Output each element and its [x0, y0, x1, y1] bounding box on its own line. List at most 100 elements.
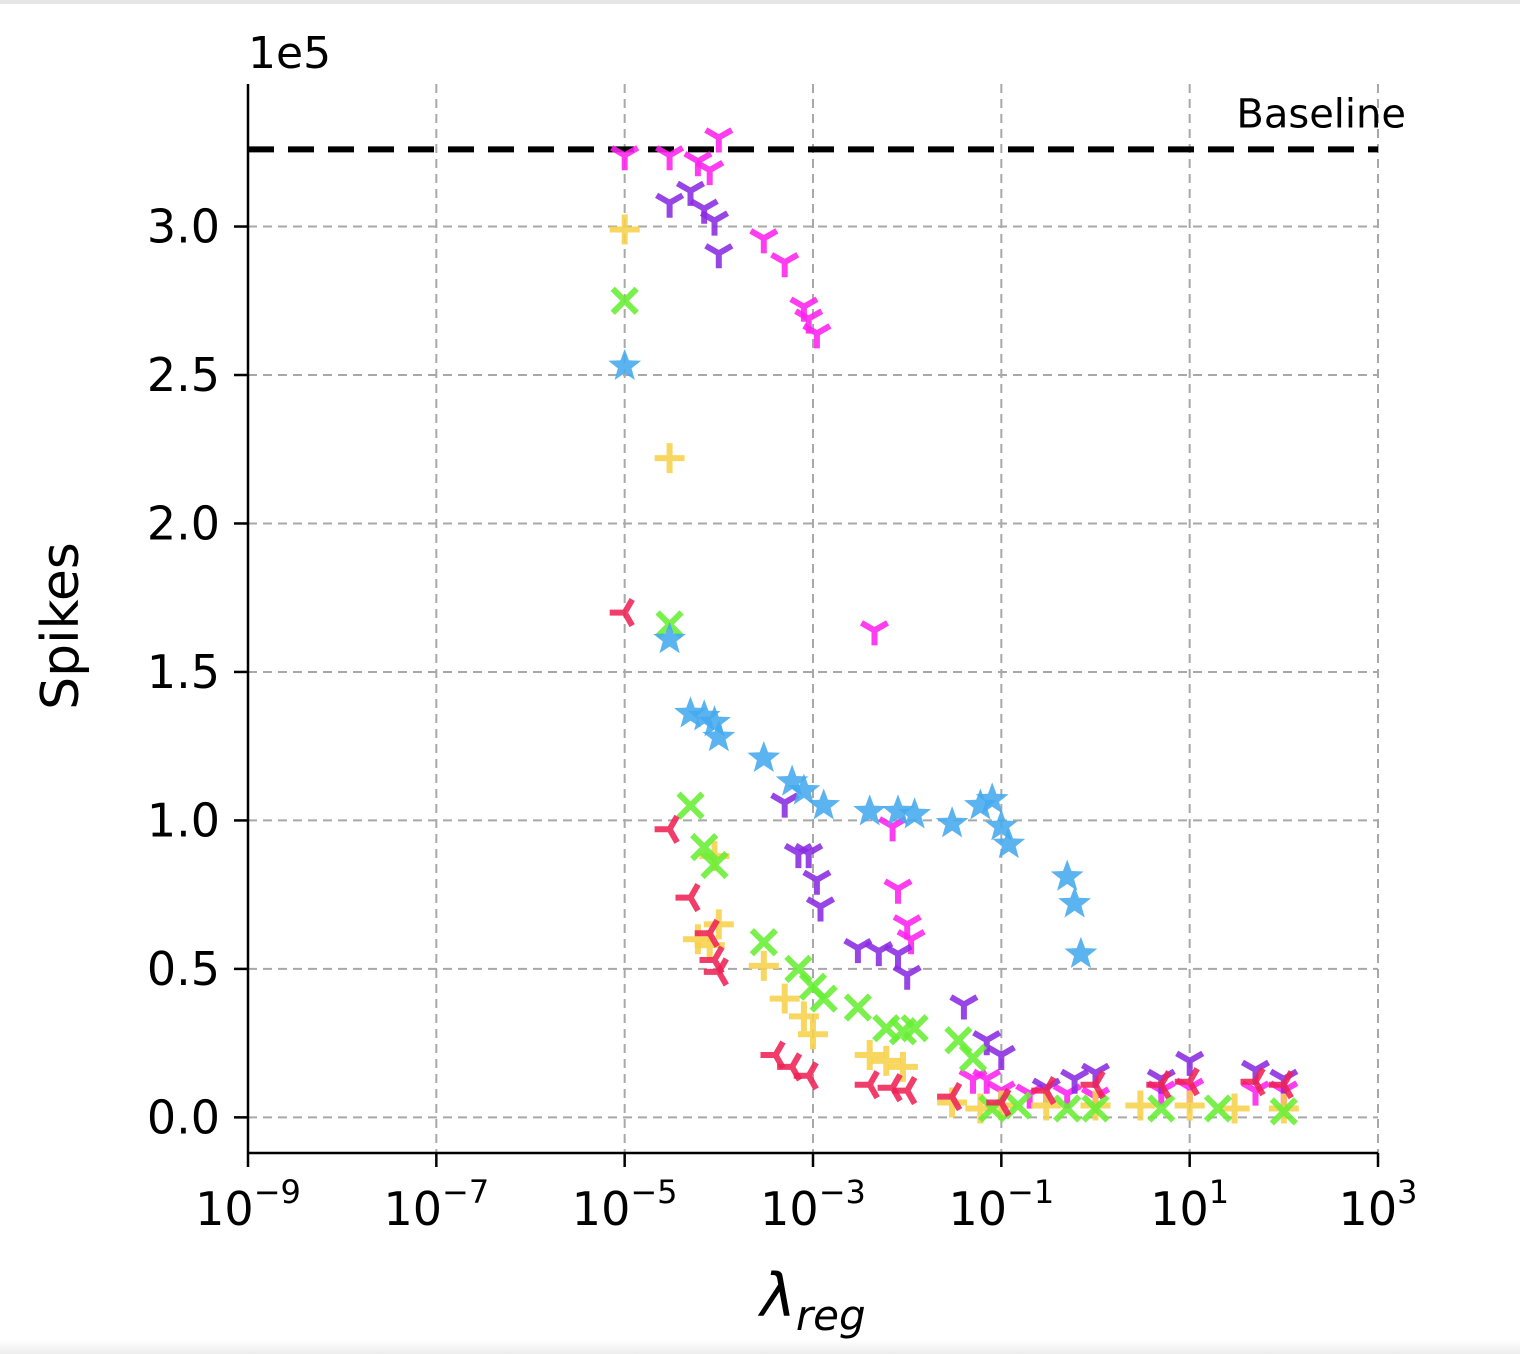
data-point	[1175, 1050, 1205, 1076]
data-point	[698, 705, 731, 737]
data-point	[1081, 1094, 1110, 1123]
data-point	[704, 127, 734, 153]
data-point	[1031, 1076, 1057, 1106]
data-point	[883, 878, 913, 904]
data-point	[700, 850, 729, 880]
y-tick-label: 0.5	[147, 942, 220, 996]
data-point	[1050, 859, 1084, 891]
x-tick-label: 103	[1339, 1173, 1418, 1236]
data-point	[1060, 1068, 1090, 1094]
baseline-label: Baseline	[1236, 91, 1406, 137]
y-tick-label: 2.5	[147, 348, 220, 402]
data-point	[687, 699, 721, 731]
data-point	[1203, 1094, 1233, 1123]
data-point	[809, 984, 838, 1013]
data-point	[843, 937, 873, 964]
data-point	[859, 620, 890, 646]
x-tick-label: 10−5	[572, 1173, 678, 1236]
data-point	[1174, 1067, 1200, 1097]
data-point	[975, 782, 1009, 814]
data-point	[770, 792, 800, 818]
data-point	[770, 252, 800, 278]
data-point	[881, 794, 915, 826]
data-point	[1268, 1070, 1294, 1100]
baseline: Baseline	[248, 91, 1406, 153]
y-tick-label: 1.0	[147, 793, 220, 847]
y-tick-label: 1.5	[147, 645, 220, 699]
data-point	[1080, 1070, 1106, 1100]
data-point	[802, 323, 832, 349]
data-point	[883, 943, 913, 969]
data-point	[610, 286, 639, 315]
x-axis-label-symbol: λ	[757, 1261, 796, 1331]
data-point	[676, 791, 705, 820]
data-point	[1174, 1090, 1205, 1121]
data-point	[900, 1014, 929, 1043]
data-point	[695, 159, 725, 186]
data-point	[887, 1051, 918, 1082]
data-point	[1146, 1070, 1172, 1100]
series-plus	[609, 214, 1299, 1124]
data-point	[654, 814, 680, 844]
y-axis-label: Spikes	[31, 542, 91, 710]
data-point	[704, 243, 734, 269]
y-tick-label: 3.0	[147, 200, 220, 254]
data-point	[747, 740, 781, 773]
data-point	[794, 842, 824, 869]
x-tick-label: 10−1	[948, 1173, 1054, 1236]
x-tick-label: 10−3	[760, 1173, 866, 1236]
data-point	[802, 869, 832, 895]
series-tri_left	[609, 598, 1294, 1118]
data-point	[608, 348, 642, 381]
data-point	[690, 832, 719, 862]
data-point	[699, 210, 730, 236]
data-point	[769, 983, 800, 1014]
series-star	[608, 348, 1098, 968]
series-tri_down	[610, 127, 1299, 1112]
grid-lines	[248, 84, 1379, 1153]
data-point	[854, 1070, 880, 1100]
data-point	[1058, 886, 1092, 918]
data-point	[798, 1019, 828, 1050]
data-point	[807, 788, 841, 820]
data-point	[675, 883, 701, 913]
data-point	[610, 145, 640, 171]
data-point	[787, 773, 821, 805]
data-point	[655, 145, 685, 171]
data-point	[654, 443, 685, 474]
data-point	[788, 1001, 819, 1032]
data-point	[986, 1044, 1016, 1070]
data-point	[609, 598, 635, 628]
data-point	[703, 957, 729, 987]
data-point	[1147, 1094, 1176, 1123]
data-point	[972, 1030, 1002, 1056]
x-tick-label: 10−9	[195, 1173, 301, 1236]
data-point	[653, 622, 687, 654]
data-point	[775, 764, 809, 796]
y-offset-multiplier: 1e5	[248, 28, 331, 79]
data-point	[854, 1040, 885, 1070]
data-point	[749, 928, 778, 957]
data-point	[958, 1043, 988, 1073]
data-point	[892, 964, 922, 990]
data-points	[608, 127, 1299, 1126]
data-point	[984, 809, 1018, 841]
data-point	[609, 214, 640, 245]
data-point	[1219, 1093, 1250, 1124]
x-tick-label: 10−7	[383, 1173, 489, 1236]
data-point	[937, 1082, 963, 1112]
data-point	[793, 1061, 819, 1091]
data-point	[986, 1087, 1012, 1118]
data-point	[892, 1076, 918, 1106]
window-bottom-edge	[0, 1340, 1520, 1354]
x-axis-label: λreg	[757, 1261, 865, 1340]
data-point	[1125, 1090, 1156, 1121]
window-top-edge	[0, 0, 1520, 4]
data-point	[694, 918, 720, 948]
data-point	[935, 806, 969, 838]
y-tick-label: 2.0	[147, 496, 220, 550]
data-point	[1053, 1094, 1082, 1123]
data-point	[703, 909, 734, 940]
data-point	[853, 794, 887, 826]
